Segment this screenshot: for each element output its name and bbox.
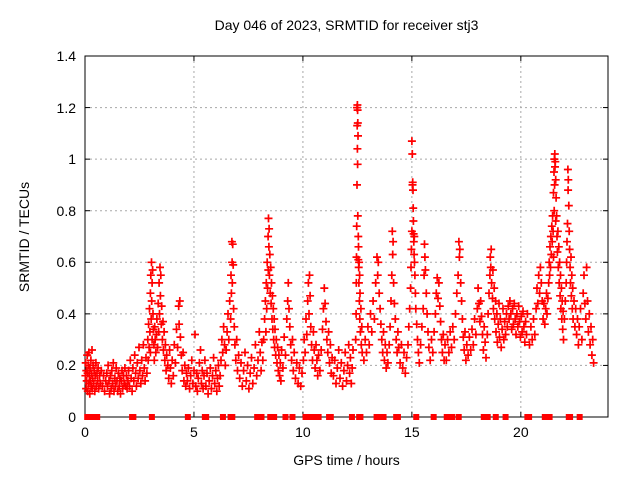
x-tick-label: 20 (513, 424, 529, 440)
x-tick-label: 10 (295, 424, 311, 440)
y-tick-label: 1.4 (56, 48, 76, 64)
y-tick-label: 1.2 (56, 99, 76, 116)
y-tick-label: 1 (68, 151, 76, 168)
y-tick-label: 0 (68, 409, 76, 425)
scatter-cross-markers (81, 101, 598, 398)
y-tick-label: 0.2 (56, 357, 76, 374)
x-tick-label: 0 (81, 424, 89, 440)
data-points (81, 101, 598, 420)
plot-border (84, 55, 609, 418)
grid-lines (85, 56, 608, 417)
y-tick-label: 0.6 (56, 254, 76, 271)
chart-title: Day 046 of 2023, SRMTID for receiver stj… (214, 17, 479, 33)
axis-tick-marks (84, 55, 608, 418)
y-tick-label: 0.8 (56, 202, 76, 219)
zero-square-markers (84, 414, 583, 420)
x-tick-label: 15 (404, 424, 420, 440)
y-tick-label: 0.4 (56, 305, 76, 322)
x-axis-label: GPS time / hours (293, 452, 400, 468)
x-tick-label: 5 (190, 424, 198, 440)
